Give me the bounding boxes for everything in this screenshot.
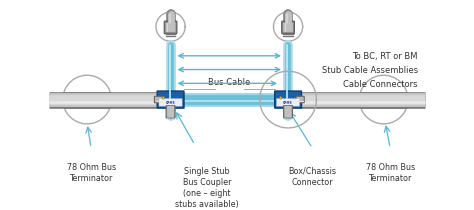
FancyBboxPatch shape <box>283 106 292 118</box>
Text: Box/Chassis
Connector: Box/Chassis Connector <box>288 167 337 187</box>
FancyBboxPatch shape <box>282 21 294 34</box>
FancyBboxPatch shape <box>164 21 177 34</box>
Text: Stub Cable Assemblies: Stub Cable Assemblies <box>321 66 418 75</box>
FancyBboxPatch shape <box>158 92 185 109</box>
FancyBboxPatch shape <box>284 106 292 118</box>
FancyBboxPatch shape <box>276 98 300 106</box>
Text: GPMS: GPMS <box>283 101 293 105</box>
Text: 78 Ohm Bus
Terminator: 78 Ohm Bus Terminator <box>66 163 116 183</box>
Text: 78 Ohm Bus
Terminator: 78 Ohm Bus Terminator <box>365 163 415 183</box>
FancyBboxPatch shape <box>274 91 301 108</box>
FancyBboxPatch shape <box>275 92 302 109</box>
Text: GPMS: GPMS <box>166 101 175 105</box>
FancyBboxPatch shape <box>157 91 184 108</box>
FancyBboxPatch shape <box>166 23 175 32</box>
FancyBboxPatch shape <box>283 23 293 32</box>
FancyBboxPatch shape <box>155 96 163 103</box>
Circle shape <box>162 97 164 99</box>
Circle shape <box>280 97 282 99</box>
Text: Single Stub
Bus Coupler
(one – eight
stubs available): Single Stub Bus Coupler (one – eight stu… <box>175 167 239 209</box>
Text: Bus Cable: Bus Cable <box>208 77 250 87</box>
FancyBboxPatch shape <box>159 98 182 106</box>
FancyBboxPatch shape <box>166 106 175 118</box>
Text: To BC, RT or BM: To BC, RT or BM <box>352 52 418 61</box>
FancyBboxPatch shape <box>167 106 174 118</box>
FancyBboxPatch shape <box>296 96 304 103</box>
Text: Cable Connectors: Cable Connectors <box>343 80 418 89</box>
